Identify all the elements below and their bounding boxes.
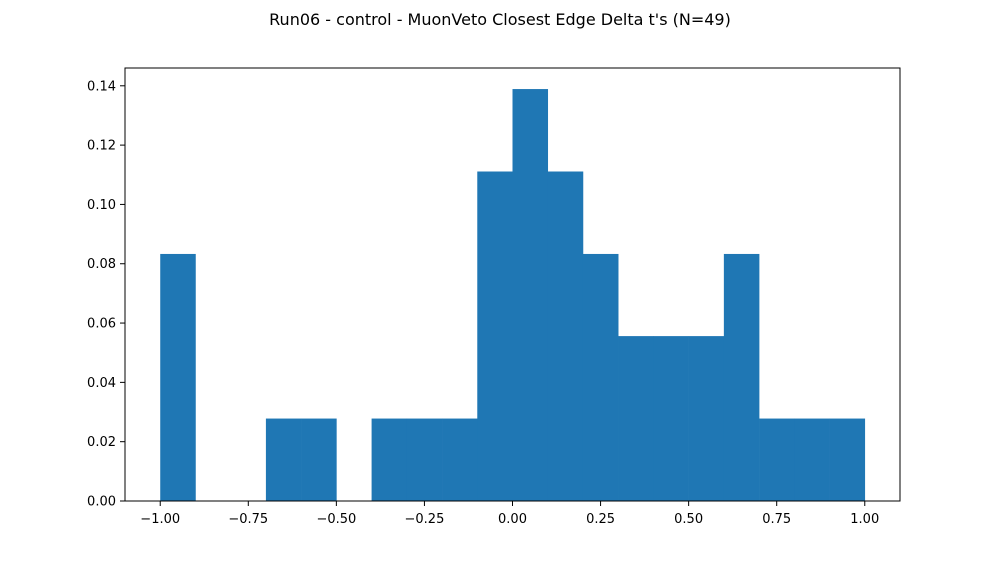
histogram-bar: [301, 418, 337, 501]
x-tick-label: 0.50: [674, 512, 703, 527]
x-tick-label: 0.75: [762, 512, 791, 527]
y-tick-label: 0.12: [87, 139, 116, 154]
x-tick-label: 0.00: [498, 512, 527, 527]
y-tick-label: 0.00: [87, 495, 116, 510]
y-tick-label: 0.14: [87, 79, 116, 94]
histogram-bar: [723, 253, 760, 501]
histogram-bar: [371, 418, 408, 501]
histogram-bar: [442, 418, 478, 501]
x-tick-label: −0.75: [228, 512, 268, 527]
histogram-bar: [618, 336, 654, 501]
histogram-bar: [512, 89, 549, 501]
plot-frame: [124, 67, 901, 502]
histogram-bar: [794, 418, 830, 501]
histogram-bar: [547, 171, 584, 501]
y-tick-label: 0.10: [87, 198, 116, 213]
histogram-bar: [406, 418, 443, 501]
x-tick-label: −0.25: [405, 512, 445, 527]
histogram-bar: [477, 171, 513, 501]
histogram-bar: [688, 336, 725, 501]
x-axis: −1.00 −0.75 −0.50 −0.25 0.00 0.25 0.50 0.75 1.00: [140, 501, 879, 527]
histogram-bar: [759, 418, 795, 501]
histogram-bar: [160, 253, 196, 501]
y-tick-label: 0.06: [87, 317, 116, 332]
x-tick-label: −0.50: [316, 512, 356, 527]
y-tick-label: 0.04: [87, 376, 116, 391]
y-tick-label: 0.08: [87, 257, 116, 272]
histogram-bar: [582, 253, 619, 501]
chart-title: Run06 - control - MuonVeto Closest Edge …: [269, 10, 731, 29]
histogram-bar: [829, 418, 866, 501]
x-tick-label: −1.00: [140, 512, 180, 527]
y-axis: 0.00 0.02 0.04 0.06 0.08 0.10 0.12 0.14: [87, 79, 125, 510]
x-tick-label: 0.25: [586, 512, 615, 527]
histogram-bar: [265, 418, 302, 501]
x-tick-label: 1.00: [850, 512, 879, 527]
histogram-bar: [653, 336, 689, 501]
bars-group: [160, 89, 866, 501]
y-tick-label: 0.02: [87, 435, 116, 450]
